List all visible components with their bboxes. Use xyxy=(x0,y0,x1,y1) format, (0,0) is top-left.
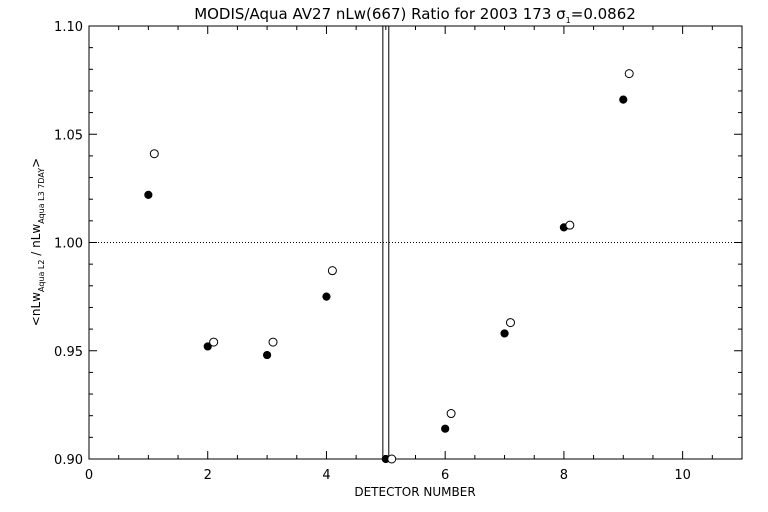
x-tick-label: 4 xyxy=(322,468,330,483)
filled-point-9 xyxy=(619,95,628,104)
filled-point-7 xyxy=(500,329,509,338)
x-tick-label: 8 xyxy=(560,468,568,483)
open-point-6 xyxy=(446,409,456,419)
open-point-2 xyxy=(209,337,219,347)
chart-title: MODIS/Aqua AV27 nLw(667) Ratio for 2003 … xyxy=(194,5,636,25)
filled-point-4 xyxy=(322,292,331,301)
y-tick-label: 0.95 xyxy=(54,345,83,360)
y-axis-label: <nLwAqua L2 / nLwAqua L3 7DAY> xyxy=(29,158,46,326)
x-tick-label: 6 xyxy=(441,468,449,483)
filled-point-2 xyxy=(203,342,212,351)
x-tick-label: 10 xyxy=(674,468,691,483)
y-tick-label: 0.90 xyxy=(54,453,83,468)
x-axis-label: DETECTOR NUMBER xyxy=(354,485,475,499)
open-point-5 xyxy=(387,454,397,464)
open-point-1 xyxy=(149,149,159,159)
open-point-3 xyxy=(268,337,278,347)
filled-point-1 xyxy=(144,190,153,199)
plot-area xyxy=(88,25,743,460)
x-tick-label: 2 xyxy=(204,468,212,483)
open-point-7 xyxy=(505,318,515,328)
open-point-8 xyxy=(565,220,575,230)
tick-layer: 0 2 4 6 8 10 0.90 0.95 1.00 1.05 1.10 xyxy=(54,20,743,483)
filled-point-3 xyxy=(262,350,272,360)
y-tick-label: 1.05 xyxy=(54,128,83,143)
x-tick-label: 0 xyxy=(85,468,93,483)
open-point-4 xyxy=(327,266,337,276)
open-point-9 xyxy=(624,69,634,79)
series-layer xyxy=(144,69,634,464)
y-tick-label: 1.00 xyxy=(54,237,83,252)
y-tick-label: 1.10 xyxy=(54,20,83,35)
filled-point-6 xyxy=(441,424,450,433)
